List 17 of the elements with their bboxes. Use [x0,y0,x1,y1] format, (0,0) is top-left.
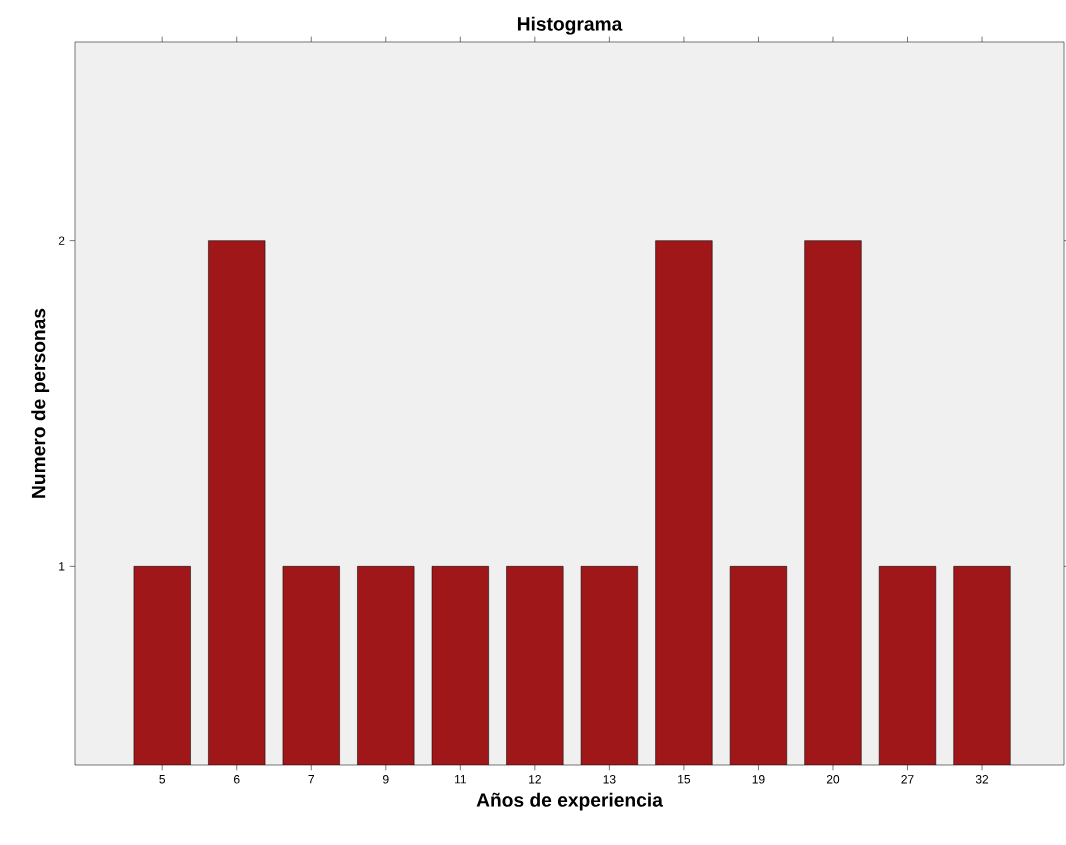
y-axis-title: Numero de personas [31,308,50,498]
x-tick-label: 7 [308,775,314,784]
x-tick-label: 20 [826,775,840,784]
y-tick-label: 2 [58,236,65,245]
x-tick-label: 27 [901,775,914,784]
y-tick-label: 1 [59,562,65,571]
x-tick-label: 9 [383,775,389,784]
x-tick-label: 13 [603,775,616,784]
x-tick-label: 15 [678,775,691,784]
x-tick-label: 6 [234,775,240,784]
x-axis-title: Años de experiencia [476,792,663,811]
x-tick-label: 5 [159,775,166,784]
x-tick-label: 19 [752,775,765,784]
x-tick-label: 32 [975,775,989,784]
x-tick-label: 11 [455,775,466,784]
chart-title: Histograma [517,16,623,35]
x-tick-label: 12 [529,775,541,784]
